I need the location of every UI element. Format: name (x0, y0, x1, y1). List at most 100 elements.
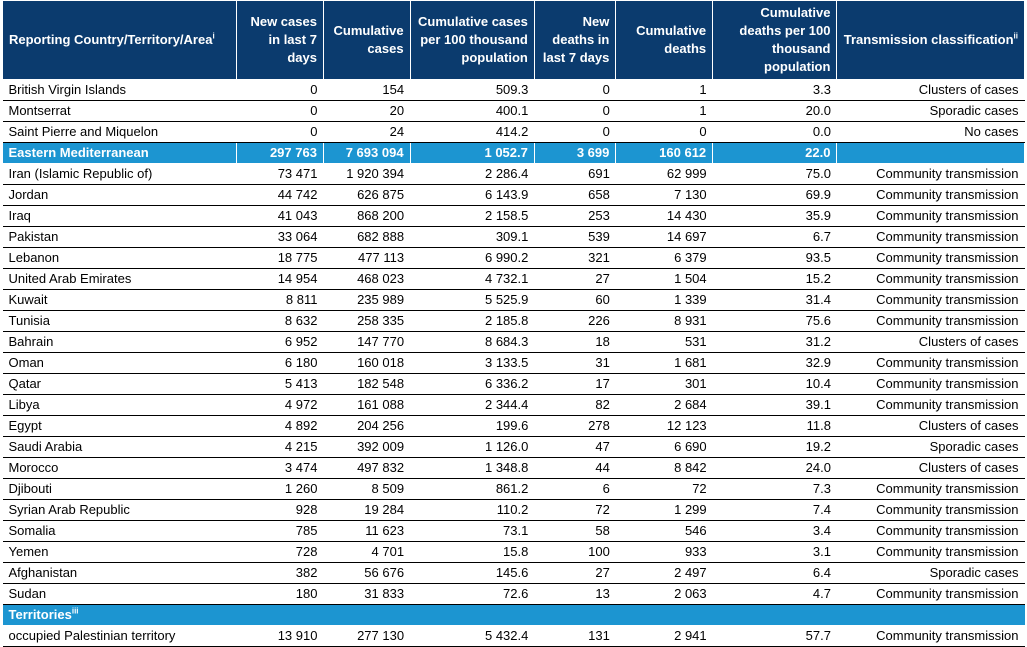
cases-per-100k-cell: 6 143.9 (410, 184, 535, 206)
new-cases-cell: 785 (236, 520, 324, 542)
country-cell: Bahrain (2, 331, 237, 353)
deaths-per-100k-cell: 10.4 (712, 373, 837, 395)
new-deaths-cell: 18 (534, 331, 616, 353)
cases-per-100k-cell: 72.6 (410, 583, 535, 605)
header-cumulative-deaths: Cumulative deaths (615, 0, 714, 80)
header-country-label: Reporting Country/Territory/Area (9, 32, 213, 47)
new-cases-cell: 8 632 (236, 310, 324, 332)
table-row: occupied Palestinian territory 13 910 277 … (2, 625, 1025, 647)
cumulative-deaths-cell: 6 690 (615, 436, 713, 458)
table-row: Oman 6 180 160 018 3 133.5 31 1 681 32.9 Commun… (2, 352, 1025, 374)
transmission-cell: Community transmission (836, 247, 1025, 269)
cases-per-100k-cell: 1 126.0 (410, 436, 535, 458)
cumulative-cases-cell: 497 832 (323, 457, 411, 479)
cases-per-100k-cell: 1 348.8 (410, 457, 535, 479)
cumulative-deaths-cell: 160 612 (615, 142, 714, 164)
deaths-per-100k-cell: 7.3 (712, 478, 837, 500)
cases-per-100k-cell: 2 344.4 (410, 394, 535, 416)
header-transmission-footnote: ii (1013, 31, 1018, 41)
cumulative-deaths-cell: 12 123 (615, 415, 713, 437)
table-row: Syrian Arab Republic 928 19 284 110.2 72 1 29… (2, 499, 1025, 521)
transmission-cell: Sporadic cases (836, 436, 1025, 458)
cases-per-100k-cell: 8 684.3 (410, 331, 535, 353)
deaths-per-100k-cell: 6.7 (712, 226, 837, 248)
transmission-cell: Community transmission (836, 226, 1025, 248)
cumulative-cases-cell: 11 623 (323, 520, 411, 542)
cumulative-deaths-cell: 6 379 (615, 247, 713, 269)
cumulative-cases-cell: 4 701 (323, 541, 411, 563)
new-cases-cell: 5 413 (236, 373, 324, 395)
country-cell: occupied Palestinian territory (2, 625, 237, 647)
table-row: Bahrain 6 952 147 770 8 684.3 18 531 31.2 Clust… (2, 331, 1025, 353)
new-deaths-cell: 72 (534, 499, 616, 521)
new-cases-cell: 8 811 (236, 289, 324, 311)
transmission-cell: Community transmission (836, 373, 1025, 395)
country-cell: British Virgin Islands (2, 79, 237, 101)
deaths-per-100k-cell: 32.9 (712, 352, 837, 374)
country-cell: Libya (2, 394, 237, 416)
new-cases-cell: 4 892 (236, 415, 324, 437)
cumulative-cases-cell: 277 130 (323, 625, 411, 647)
new-cases-cell: 13 910 (236, 625, 324, 647)
deaths-per-100k-cell: 7.4 (712, 499, 837, 521)
table-row: Somalia 785 11 623 73.1 58 546 3.4 Community tr… (2, 520, 1025, 542)
table-row: British Virgin Islands 0 154 509.3 0 1 3.3 Clus… (2, 79, 1025, 101)
deaths-per-100k-cell: 39.1 (712, 394, 837, 416)
header-new-cases: New cases in last 7 days (236, 0, 324, 80)
new-deaths-cell: 0 (534, 121, 616, 143)
new-cases-cell: 73 471 (236, 163, 324, 185)
country-cell: Eastern Mediterranean (2, 142, 238, 164)
new-cases-cell: 41 043 (236, 205, 324, 227)
transmission-cell: Clusters of cases (836, 331, 1025, 353)
cumulative-cases-cell: 154 (323, 79, 411, 101)
cases-per-100k-cell: 2 286.4 (410, 163, 535, 185)
cases-per-100k-cell: 15.8 (410, 541, 535, 563)
table-row: Yemen 728 4 701 15.8 100 933 3.1 Community tran… (2, 541, 1025, 563)
header-country-footnote: i (212, 31, 215, 41)
transmission-cell: Community transmission (836, 499, 1025, 521)
table-row: United Arab Emirates 14 954 468 023 4 732.1… (2, 268, 1025, 290)
new-deaths-cell: 278 (534, 415, 616, 437)
new-cases-cell: 6 180 (236, 352, 324, 374)
country-cell: United Arab Emirates (2, 268, 237, 290)
cumulative-deaths-cell: 1 504 (615, 268, 713, 290)
table-row: Sudan 180 31 833 72.6 13 2 063 4.7 Community tr… (2, 583, 1025, 605)
country-cell: Yemen (2, 541, 237, 563)
transmission-cell: Sporadic cases (836, 100, 1025, 122)
cumulative-deaths-cell: 1 299 (615, 499, 713, 521)
cases-per-100k-cell: 861.2 (410, 478, 535, 500)
cumulative-deaths-cell: 2 063 (615, 583, 713, 605)
cumulative-deaths-cell: 301 (615, 373, 713, 395)
cumulative-cases-cell: 160 018 (323, 352, 411, 374)
cumulative-deaths-cell: 8 931 (615, 310, 713, 332)
cumulative-deaths-cell: 2 684 (615, 394, 713, 416)
cumulative-cases-cell: 20 (323, 100, 411, 122)
country-cell: Kuwait (2, 289, 237, 311)
header-transmission-label: Transmission classification (843, 32, 1014, 47)
table-row: Saudi Arabia 4 215 392 009 1 126.0 47 6 690 19… (2, 436, 1025, 458)
cumulative-cases-cell: 31 833 (323, 583, 411, 605)
region-row: Eastern Mediterranean 297 763 7 693 094 1 0… (2, 142, 1025, 164)
cases-per-100k-cell: 5 525.9 (410, 289, 535, 311)
table-body: British Virgin Islands 0 154 509.3 0 1 3.3 Clus… (2, 79, 1025, 647)
cases-per-100k-cell: 1 052.7 (410, 142, 535, 164)
territories-section-row: Territoriesiii (2, 604, 1025, 626)
new-deaths-cell: 60 (534, 289, 616, 311)
new-deaths-cell: 131 (534, 625, 616, 647)
country-cell: Saudi Arabia (2, 436, 237, 458)
deaths-per-100k-cell: 3.1 (712, 541, 837, 563)
cumulative-deaths-cell: 8 842 (615, 457, 713, 479)
deaths-per-100k-cell: 0.0 (712, 121, 837, 143)
new-cases-cell: 0 (236, 79, 324, 101)
territories-label: Territories (8, 607, 72, 622)
cumulative-cases-cell: 182 548 (323, 373, 411, 395)
cumulative-cases-cell: 1 920 394 (323, 163, 411, 185)
table-row: Egypt 4 892 204 256 199.6 278 12 123 11.8 Clust… (2, 415, 1025, 437)
new-cases-cell: 928 (236, 499, 324, 521)
country-cell: Syrian Arab Republic (2, 499, 237, 521)
transmission-cell: Clusters of cases (836, 415, 1025, 437)
new-deaths-cell: 31 (534, 352, 616, 374)
deaths-per-100k-cell: 31.2 (712, 331, 837, 353)
cases-per-100k-cell: 309.1 (410, 226, 535, 248)
table-header-row: Reporting Country/Territory/Areai New ca… (1, 0, 1025, 80)
